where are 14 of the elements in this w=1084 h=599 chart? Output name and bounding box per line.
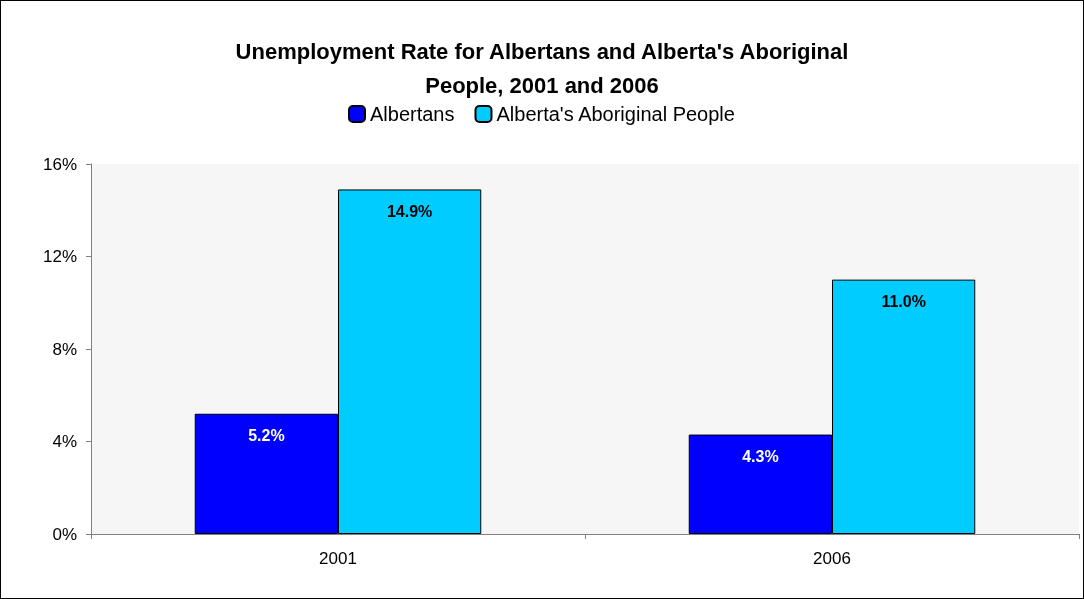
y-tick-label: 4% [52, 432, 77, 451]
legend-label: Alberta's Aboriginal People [496, 103, 735, 125]
data-label: 5.2% [248, 427, 285, 445]
y-tick-label: 0% [52, 524, 77, 544]
data-label: 4.3% [742, 448, 779, 466]
data-label: 14.9% [386, 202, 433, 220]
y-tick-label: 16% [42, 154, 77, 174]
y-tick-label: 8% [52, 339, 77, 359]
data-label: 11.0% [881, 293, 926, 311]
legend-label: Albertans [369, 103, 455, 125]
y-tick-label: 12% [42, 247, 77, 266]
x-tick-label: 2006 [813, 549, 851, 568]
chart-title: Unemployment Rate for Albertans and Alberta's Aboriginal People, 2001 and 2006 [235, 38, 849, 98]
x-tick-label: 2001 [319, 549, 357, 568]
